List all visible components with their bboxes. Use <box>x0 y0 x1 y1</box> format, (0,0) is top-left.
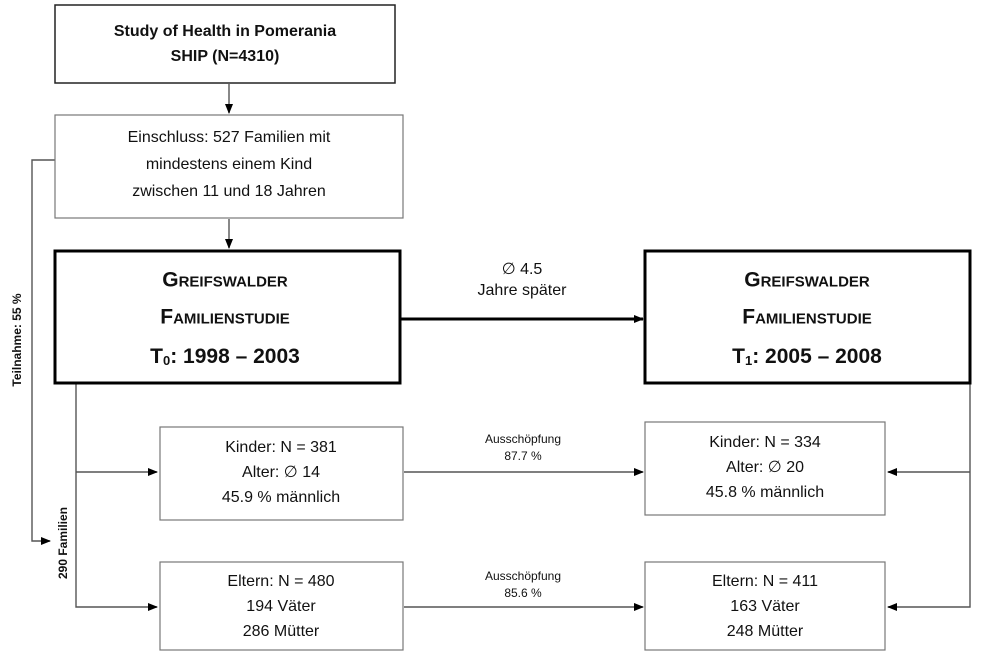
box-text: Alter: ∅ 14 <box>242 464 320 481</box>
box-text: 286 Mütter <box>243 623 320 640</box>
box-text: Study of Health in Pomerania <box>114 23 336 40</box>
side-label: Teilnahme: 55 % <box>10 293 24 386</box>
edge-label: ∅ 4.5 <box>502 261 543 278</box>
box-text: 45.8 % männlich <box>706 484 824 501</box>
box-text: Familienstudie <box>160 306 290 329</box>
box-text: mindestens einem Kind <box>146 156 312 173</box>
box-text: Eltern: N = 411 <box>712 573 818 590</box>
box-text: Greifswalder <box>744 269 870 292</box>
box <box>644 561 886 651</box>
box-text: Greifswalder <box>162 269 288 292</box>
box <box>53 249 402 385</box>
symbol: T <box>732 345 745 368</box>
edge-label: Ausschöpfung <box>485 569 561 583</box>
box-text: SHIP (N=4310) <box>171 48 280 65</box>
arrow <box>887 384 971 611</box>
box-text: 194 Väter <box>246 598 316 615</box>
box-text: T0: 1998 – 2003 <box>150 345 300 369</box>
subscript: 1 <box>745 353 752 368</box>
box-text: 45.9 % männlich <box>222 489 340 506</box>
box-text: Alter: ∅ 20 <box>726 459 804 476</box>
edge-label: 85.6 % <box>504 586 542 600</box>
box-text: zwischen 11 und 18 Jahren <box>132 183 326 200</box>
box-text: Eltern: N = 480 <box>227 573 334 590</box>
box <box>54 4 396 84</box>
edge-label: Ausschöpfung <box>485 432 561 446</box>
box-text: Familienstudie <box>742 306 872 329</box>
box-text: T1: 2005 – 2008 <box>732 345 882 369</box>
period: : 1998 – 2003 <box>170 345 300 368</box>
box-text: Kinder: N = 334 <box>709 434 821 451</box>
period: : 2005 – 2008 <box>752 345 882 368</box>
box-text: Kinder: N = 381 <box>225 439 337 456</box>
box <box>159 561 404 651</box>
box-text: Einschluss: 527 Familien mit <box>128 129 331 146</box>
arrow <box>75 384 158 611</box>
edge-label: 87.7 % <box>504 449 542 463</box>
box-text: 248 Mütter <box>727 623 804 640</box>
box-text: 163 Väter <box>730 598 800 615</box>
box <box>644 421 886 516</box>
box <box>159 426 404 521</box>
symbol: T <box>150 345 163 368</box>
box <box>643 249 972 385</box>
subscript: 0 <box>163 353 170 368</box>
edge-label: Jahre später <box>478 282 568 299</box>
side-label: 290 Familien <box>56 507 70 579</box>
box <box>54 114 404 219</box>
arrow <box>31 159 55 545</box>
